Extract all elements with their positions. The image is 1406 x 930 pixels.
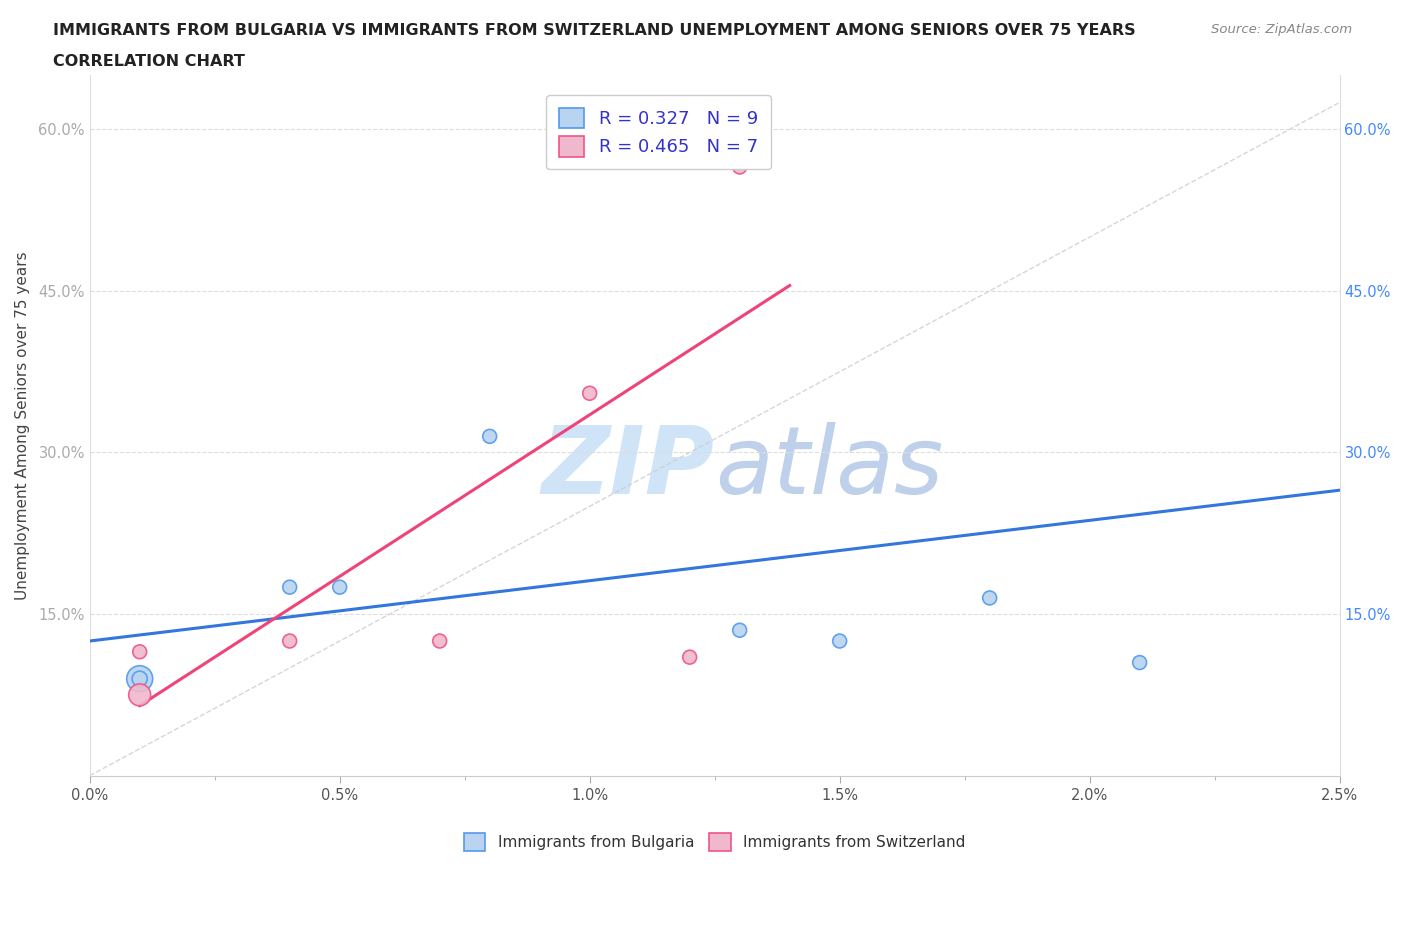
Text: IMMIGRANTS FROM BULGARIA VS IMMIGRANTS FROM SWITZERLAND UNEMPLOYMENT AMONG SENIO: IMMIGRANTS FROM BULGARIA VS IMMIGRANTS F… [53,23,1136,38]
Point [128,671,150,686]
Text: Source: ZipAtlas.com: Source: ZipAtlas.com [1212,23,1353,36]
Point [429,633,451,648]
Y-axis label: Unemployment Among Seniors over 75 years: Unemployment Among Seniors over 75 years [15,251,30,600]
Legend: Immigrants from Bulgaria, Immigrants from Switzerland: Immigrants from Bulgaria, Immigrants fro… [457,825,973,858]
Text: ZIP: ZIP [541,421,714,513]
Text: CORRELATION CHART: CORRELATION CHART [53,54,245,69]
Point [329,579,352,594]
Point [278,579,301,594]
Point [1129,655,1152,670]
Point [128,687,150,702]
Point [278,633,301,648]
Text: atlas: atlas [714,422,943,513]
Point [979,591,1001,605]
Point [828,633,851,648]
Point [478,429,501,444]
Point [578,386,600,401]
Point [679,650,702,665]
Point [128,671,150,686]
Point [728,623,751,638]
Point [128,644,150,659]
Point [728,160,751,175]
